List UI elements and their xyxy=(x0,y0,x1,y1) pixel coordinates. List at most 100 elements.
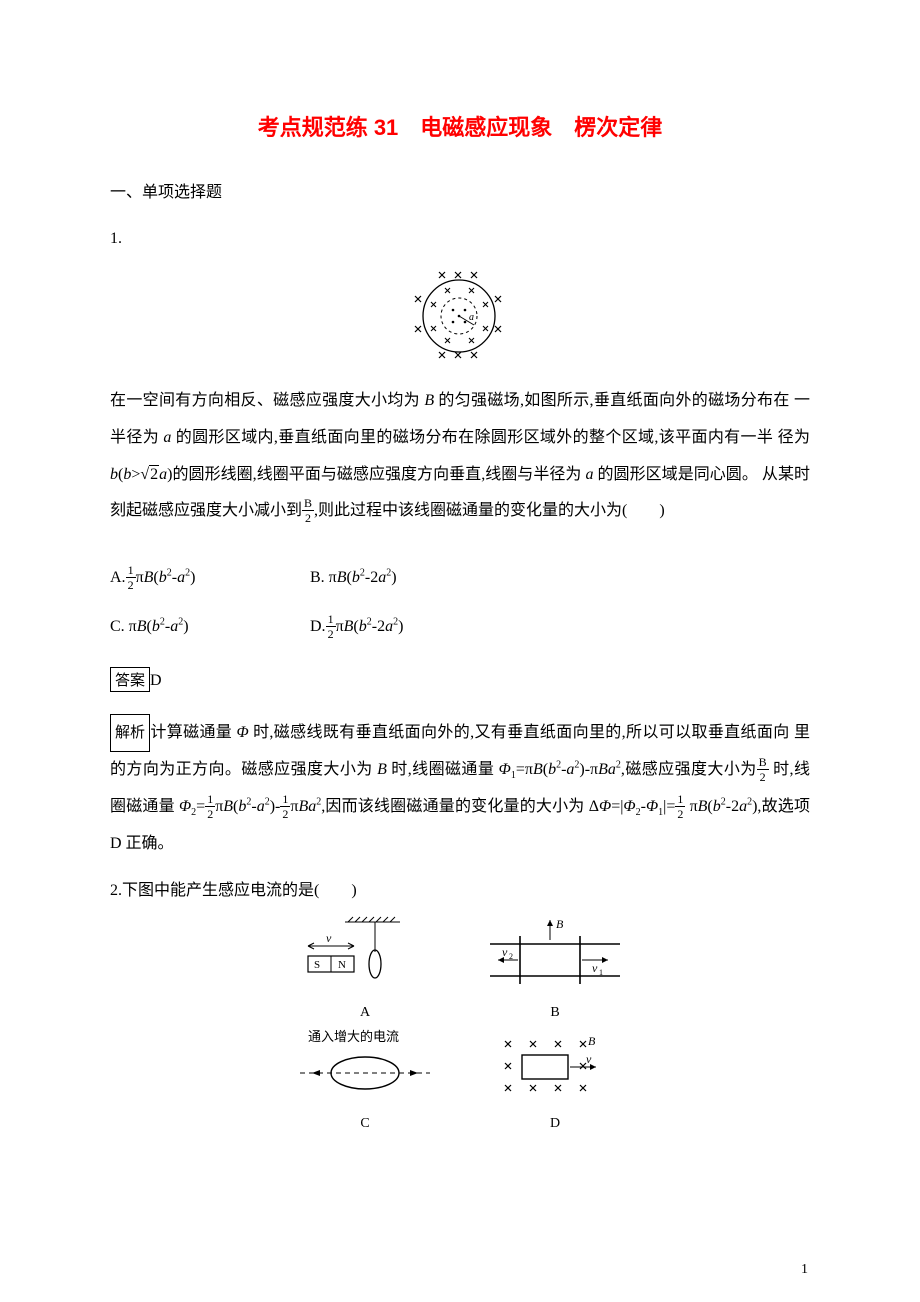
text: )的圆形线圈,线圈平面与磁感应强度方向垂直,线圈与半径为 xyxy=(167,466,585,483)
numerator: 1 xyxy=(675,793,685,806)
opt-label: B. π xyxy=(310,569,337,586)
diagram-label-A: A xyxy=(290,1005,440,1021)
text: ) xyxy=(391,569,396,586)
question-2-text: 2.下图中能产生感应电流的是( ) xyxy=(110,876,810,900)
option-B: B. πB(b2-2a2) xyxy=(310,560,510,595)
text: 时,磁感线既有垂直纸面向外的,又有垂直纸面向里的,所以可以取垂直纸面向 xyxy=(249,724,790,741)
text: ,磁感应强度大小为 xyxy=(621,761,757,778)
numerator: 1 xyxy=(326,613,336,626)
var-a: a xyxy=(170,618,178,635)
option-C: C. πB(b2-a2) xyxy=(110,609,310,644)
q2-diagram-grid: S N v A xyxy=(110,916,810,1132)
diagram-label-B: B xyxy=(480,1005,630,1021)
text: π xyxy=(336,618,344,635)
opt-label: C. π xyxy=(110,618,137,635)
var-B: B xyxy=(337,569,347,586)
var-a: a xyxy=(177,569,185,586)
q2-diagram-C: 通入增大的电流 C xyxy=(290,1027,440,1132)
fraction: 12 xyxy=(326,613,336,640)
text: 径为 xyxy=(778,429,810,446)
svg-text:2: 2 xyxy=(509,952,513,961)
text: 的圆形区域是同心圆。 xyxy=(593,466,757,483)
text: ) xyxy=(190,569,195,586)
label-v1: v xyxy=(592,961,598,975)
var-b: b xyxy=(548,761,556,778)
opt-label: D. xyxy=(310,618,326,635)
denominator: 2 xyxy=(302,510,314,524)
sqrt-icon: √2 xyxy=(140,457,159,494)
var-a: a xyxy=(257,798,265,815)
var-B: B xyxy=(144,569,154,586)
var-phi: Φ xyxy=(599,798,611,815)
explanation: 解析计算磁通量 Φ 时,磁感线既有垂直纸面向外的,又有垂直纸面向里的,所以可以取… xyxy=(110,702,810,863)
text: = xyxy=(196,798,205,815)
numerator: 1 xyxy=(280,793,290,806)
label-v: v xyxy=(326,931,332,945)
var-b: b xyxy=(152,618,160,635)
diagram-label-D: D xyxy=(480,1116,630,1132)
numerator: B xyxy=(302,497,314,510)
text: -2 xyxy=(372,618,385,635)
label-S: S xyxy=(314,959,320,971)
var-B: B xyxy=(223,798,233,815)
answer-label-box: 答案 xyxy=(110,667,150,692)
fraction: 12 xyxy=(205,793,215,820)
text: ) xyxy=(183,618,188,635)
var-a: a xyxy=(378,569,386,586)
fraction: B2 xyxy=(757,756,769,783)
text: 在一空间有方向相反、磁感应强度大小均为 xyxy=(110,392,424,409)
label-v: v xyxy=(586,1052,592,1066)
var-a: a xyxy=(739,798,747,815)
q2-diagram-D: B v D xyxy=(480,1027,630,1132)
var-b: b xyxy=(110,466,118,483)
var-B: B xyxy=(344,618,354,635)
denominator: 2 xyxy=(205,806,215,820)
svg-text:a: a xyxy=(469,312,474,323)
q2-diagram-A: S N v A xyxy=(290,916,440,1021)
option-A: A.12πB(b2-a2) xyxy=(110,560,310,595)
text: 时,线圈磁通量 xyxy=(387,761,499,778)
label-B: B xyxy=(556,917,564,931)
var-Ba: Ba xyxy=(298,798,316,815)
denominator: 2 xyxy=(326,626,336,640)
text: =| xyxy=(611,798,623,815)
caption-C: 通入增大的电流 xyxy=(308,1029,399,1044)
var-B: B xyxy=(698,798,708,815)
var-a: a xyxy=(159,466,167,483)
var-B: B xyxy=(137,618,147,635)
var-phi: Φ xyxy=(499,761,511,778)
var-B: B xyxy=(533,761,543,778)
var-B: B xyxy=(377,761,387,778)
numerator: B xyxy=(757,756,769,769)
text: 的圆形区域内,垂直纸面向里的磁场分布在除圆形区域外的整个区域,该平面内有一半 xyxy=(171,429,773,446)
label-v2: v xyxy=(502,945,508,959)
answer-value: D xyxy=(150,672,162,689)
var-phi: Φ xyxy=(646,798,658,815)
denominator: 2 xyxy=(675,806,685,820)
var-phi: Φ xyxy=(237,724,249,741)
var-a: a xyxy=(385,618,393,635)
fraction: 12 xyxy=(126,564,136,591)
text: 计算磁通量 xyxy=(150,724,237,741)
q1-diagram: a xyxy=(110,266,810,371)
page-number: 1 xyxy=(801,1262,808,1278)
var-b: b xyxy=(159,569,167,586)
svg-text:1: 1 xyxy=(599,968,603,977)
option-D: D.12πB(b2-2a2) xyxy=(310,609,510,644)
section-heading: 一、单项选择题 xyxy=(110,178,810,202)
label-B: B xyxy=(588,1034,596,1048)
var-phi: Φ xyxy=(179,798,191,815)
text: π xyxy=(690,798,698,815)
radicand: 2 xyxy=(149,465,159,483)
numerator: 1 xyxy=(126,564,136,577)
fraction: B2 xyxy=(302,497,314,524)
denominator: 2 xyxy=(757,769,769,783)
var-B: B xyxy=(424,392,434,409)
opt-label: A. xyxy=(110,569,126,586)
text: )-π xyxy=(579,761,598,778)
fraction: 12 xyxy=(280,793,290,820)
q1-text: 在一空间有方向相反、磁感应强度大小均为 B 的匀强磁场,如图所示,垂直纸面向外的… xyxy=(110,383,810,530)
text: ) xyxy=(398,618,403,635)
q1-options: A.12πB(b2-a2) B. πB(b2-2a2) C. πB(b2-a2)… xyxy=(110,560,810,644)
text: > xyxy=(131,466,140,483)
